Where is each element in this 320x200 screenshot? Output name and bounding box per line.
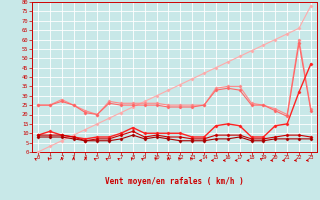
X-axis label: Vent moyen/en rafales ( km/h ): Vent moyen/en rafales ( km/h ) bbox=[105, 177, 244, 186]
